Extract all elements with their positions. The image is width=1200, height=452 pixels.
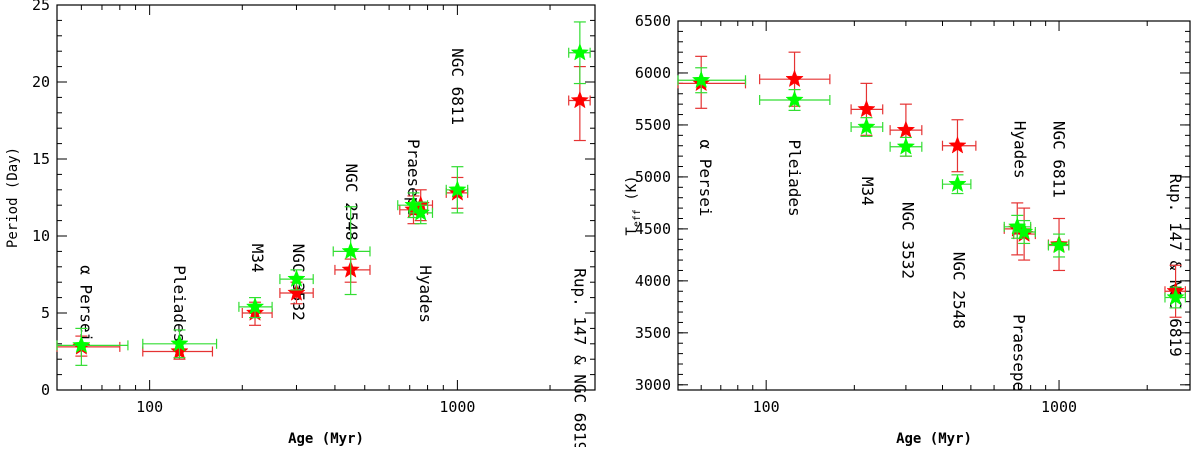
y-tick-label: 5 xyxy=(41,304,50,322)
y-axis-title-unit: (K) xyxy=(624,175,640,209)
star-marker xyxy=(570,90,590,109)
y-tick-label: 3000 xyxy=(635,376,671,394)
y-tick-label: 6000 xyxy=(635,64,671,82)
star-marker xyxy=(245,297,265,315)
y-axis-title: Teff (K) xyxy=(624,175,643,235)
cluster-label: Praesepe xyxy=(1009,314,1028,391)
series-green xyxy=(56,21,591,366)
y-axis-title-main: T xyxy=(624,227,640,236)
star-marker xyxy=(948,135,967,154)
cluster-label: Pleiades xyxy=(170,265,189,342)
y-tick-label: 0 xyxy=(41,381,50,399)
star-marker xyxy=(287,283,306,301)
star-marker xyxy=(1014,222,1034,240)
x-tick-label: 100 xyxy=(136,398,163,416)
cluster-label: NGC 2548 xyxy=(342,164,361,241)
y-tick-label: 5000 xyxy=(635,168,671,186)
cluster-label: NGC 3532 xyxy=(899,202,918,279)
cluster-label: Hyades xyxy=(1010,121,1029,179)
y-tick-label: 25 xyxy=(32,0,50,14)
star-marker xyxy=(896,137,916,155)
star-marker xyxy=(1166,287,1185,306)
y-tick-label: 20 xyxy=(32,73,50,91)
star-marker xyxy=(170,334,189,352)
star-marker xyxy=(691,70,711,89)
x-axis-title: Age (Myr) xyxy=(896,431,972,447)
cluster-label: Pleiades xyxy=(785,140,804,217)
cluster-label: α Persei xyxy=(76,265,95,342)
plot-frame xyxy=(56,4,596,391)
cluster-label: Praesepe xyxy=(404,139,423,216)
star-marker xyxy=(448,180,467,198)
star-marker xyxy=(896,120,916,138)
cluster-label: NGC 6811 xyxy=(1050,121,1069,198)
y-axis-title-sub: eff xyxy=(632,209,643,227)
cluster-label: α Persei xyxy=(696,139,715,216)
x-axis-title: Age (Myr) xyxy=(288,431,364,447)
star-marker xyxy=(411,203,430,221)
star-marker xyxy=(857,117,876,135)
cluster-label: Hyades xyxy=(416,265,435,323)
y-tick-label: 4000 xyxy=(635,272,671,290)
star-marker xyxy=(857,99,876,118)
y-tick-label: 4500 xyxy=(635,220,671,238)
panel-1: 0 5 10 15 20 25 100 1000 Age (Myr) Period (Day) α … xyxy=(5,0,596,451)
x-tick-label: 1000 xyxy=(1041,398,1077,416)
cluster-label: Rup. 147 & NGC 6819 xyxy=(570,268,589,447)
cluster-label: M34 xyxy=(858,177,877,206)
y-axis-title: Period (Day) xyxy=(5,147,21,248)
cluster-label: M34 xyxy=(248,244,267,273)
series-green xyxy=(677,67,1186,309)
star-marker xyxy=(948,174,967,193)
star-marker xyxy=(287,269,306,287)
x-tick-label: 100 xyxy=(753,398,780,416)
panel-2: 3000 3500 4000 4500 5000 5500 6000 6500 100 1000 A… xyxy=(624,12,1191,447)
y-tick-label: 5500 xyxy=(635,116,671,134)
star-marker xyxy=(785,90,804,108)
star-marker xyxy=(341,241,360,260)
series-red xyxy=(56,65,591,360)
y-tick-label: 10 xyxy=(32,227,50,245)
plot-frame xyxy=(677,20,1191,391)
y-tick-label: 6500 xyxy=(635,12,671,30)
star-marker xyxy=(785,69,804,88)
star-marker xyxy=(72,335,91,354)
cluster-label: NGC 2548 xyxy=(949,252,968,329)
star-marker xyxy=(570,42,590,61)
x-tick-label: 1000 xyxy=(439,398,475,416)
star-marker xyxy=(1049,235,1069,254)
y-tick-label: 3500 xyxy=(635,324,671,342)
cluster-label: NGC 6811 xyxy=(448,48,467,125)
y-tick-label: 15 xyxy=(32,150,50,168)
series-red xyxy=(677,51,1186,318)
